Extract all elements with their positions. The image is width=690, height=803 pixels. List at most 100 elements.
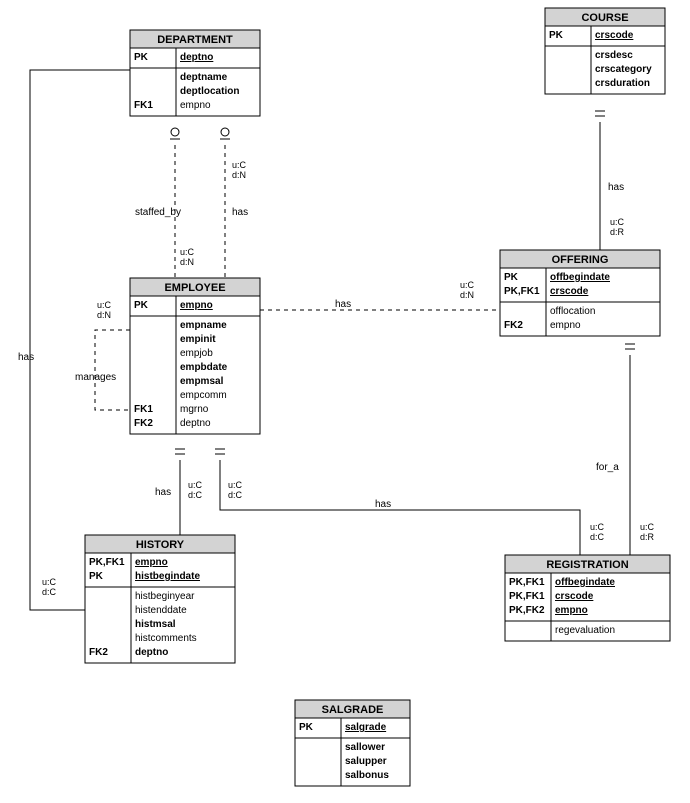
relationship-dept_has_history: hasu:Cd:C xyxy=(18,65,141,616)
attr-name: salupper xyxy=(345,756,387,767)
attr-name: histbegindate xyxy=(135,571,200,582)
attr-name: empno xyxy=(555,605,588,616)
entity-department: DEPARTMENT PK deptno deptname deptlocation FK… xyxy=(130,30,260,116)
attr-name: deptname xyxy=(180,72,228,83)
cardinality: d:N xyxy=(232,170,246,180)
key-col: PK xyxy=(134,52,149,63)
rel-label: staffed_by xyxy=(135,207,181,218)
relationship-emp_has_history: has u:Cd:C xyxy=(155,449,203,545)
attr-name: deptlocation xyxy=(180,86,239,97)
entity-course: COURSE PK crscode crsdesc crscategory crsdura… xyxy=(545,8,665,94)
attr-name: regevaluation xyxy=(555,625,615,636)
key-col: PK,FK1 xyxy=(509,577,545,588)
attr-name: empno xyxy=(180,300,213,311)
attr-name: deptno xyxy=(180,52,213,63)
cardinality: u:C xyxy=(232,160,247,170)
cardinality: u:C xyxy=(640,522,655,532)
cardinality: u:C xyxy=(590,522,605,532)
entity-offering: OFFERINGPKoffbegindatePK,FK1crscodeofflo… xyxy=(500,250,660,336)
key-col: FK2 xyxy=(134,418,153,429)
attr-name: empjob xyxy=(180,348,213,359)
entity-title: SALGRADE xyxy=(322,704,384,716)
cardinality: d:N xyxy=(180,257,194,267)
relationship-course_has_offering: hasu:Cd:R xyxy=(594,111,625,269)
key-col: FK1 xyxy=(134,404,153,415)
entity-title: REGISTRATION xyxy=(546,559,628,571)
attr-name: crscode xyxy=(595,30,634,41)
attr-name: histmsal xyxy=(135,619,176,630)
entity-salgrade: SALGRADE PK salgrade sallower salupper salbon… xyxy=(295,700,410,786)
key-col: FK2 xyxy=(504,320,523,331)
entity-employee: EMPLOYEE PK empno empname empinit empjob empbd… xyxy=(130,278,260,434)
key-col: PK,FK1 xyxy=(509,591,545,602)
cardinality: u:C xyxy=(180,247,195,257)
attr-name: salgrade xyxy=(345,722,387,733)
rel-label: has xyxy=(608,182,624,193)
key-col: PK xyxy=(299,722,314,733)
attr-name: crscode xyxy=(555,591,594,602)
entity-title: OFFERING xyxy=(552,254,609,266)
cardinality: d:R xyxy=(640,532,655,542)
rel-label: has xyxy=(155,487,171,498)
rel-label: for_a xyxy=(596,462,619,473)
rel-label: has xyxy=(232,207,248,218)
attr-name: empno xyxy=(135,557,168,568)
attr-name: crscode xyxy=(550,286,589,297)
er-diagram: staffed_byu:Cd:Nhasu:Cd:Nmanagesu:Cd:Nha… xyxy=(0,0,690,803)
attr-name: mgrno xyxy=(180,404,209,415)
cardinality: d:N xyxy=(97,310,111,320)
rel-label: has xyxy=(335,299,351,310)
entity-registration: REGISTRATIONPK,FK1offbegindatePK,FK1crsc… xyxy=(505,555,670,641)
attr-name: crscategory xyxy=(595,64,652,75)
relationship-dept_staffed_by_emp: staffed_by u:Cd:N xyxy=(135,128,195,297)
cardinality: d:N xyxy=(460,290,474,300)
attr-name: empname xyxy=(180,320,227,331)
cardinality: u:C xyxy=(228,480,243,490)
attr-name: offbegindate xyxy=(555,577,615,588)
key-col: FK1 xyxy=(134,100,153,111)
rel-label: has xyxy=(375,499,391,510)
entity-history: HISTORY PK,FK1 empno PK histbegindate histbeg… xyxy=(85,535,235,663)
cardinality: u:C xyxy=(42,577,57,587)
key-col: FK2 xyxy=(89,647,108,658)
relationship-offering_for_registration: for_a u:Cd:R xyxy=(596,344,655,574)
attr-name: empcomm xyxy=(180,390,227,401)
key-col: PK,FK1 xyxy=(89,557,125,568)
cardinality: d:C xyxy=(42,587,57,597)
attr-name: crsdesc xyxy=(595,50,633,61)
cardinality: u:C xyxy=(188,480,203,490)
attr-name: deptno xyxy=(180,418,211,429)
key-col: PK xyxy=(89,571,104,582)
cardinality: d:C xyxy=(590,532,605,542)
attr-name: histcomments xyxy=(135,633,197,644)
rel-label: manages xyxy=(75,372,116,383)
key-col: PK xyxy=(504,272,519,283)
key-col: PK,FK2 xyxy=(509,605,545,616)
attr-name: salbonus xyxy=(345,770,389,781)
attr-name: crsduration xyxy=(595,78,650,89)
cardinality: d:C xyxy=(228,490,243,500)
attr-name: sallower xyxy=(345,742,385,753)
attr-name: empbdate xyxy=(180,362,228,373)
cardinality: d:C xyxy=(188,490,203,500)
key-col: PK,FK1 xyxy=(504,286,540,297)
entity-title: EMPLOYEE xyxy=(164,282,225,294)
relationship-dept_has_emp: has u:Cd:N xyxy=(220,128,248,295)
attr-name: empno xyxy=(550,320,581,331)
entity-title: DEPARTMENT xyxy=(157,34,233,46)
entity-title: COURSE xyxy=(581,12,628,24)
relationship-emp_has_offering: has u:Cd:N xyxy=(243,280,519,316)
attr-name: histenddate xyxy=(135,605,187,616)
attr-name: empno xyxy=(180,100,211,111)
entity-title: HISTORY xyxy=(136,539,185,551)
attr-name: empinit xyxy=(180,334,216,345)
cardinality: u:C xyxy=(97,300,112,310)
attr-name: histbeginyear xyxy=(135,591,195,602)
rel-label: has xyxy=(18,352,34,363)
attr-name: empmsal xyxy=(180,376,224,387)
cardinality: u:C xyxy=(460,280,475,290)
key-col: PK xyxy=(549,30,564,41)
cardinality: d:R xyxy=(610,227,625,237)
attr-name: offbegindate xyxy=(550,272,610,283)
key-col: PK xyxy=(134,300,149,311)
